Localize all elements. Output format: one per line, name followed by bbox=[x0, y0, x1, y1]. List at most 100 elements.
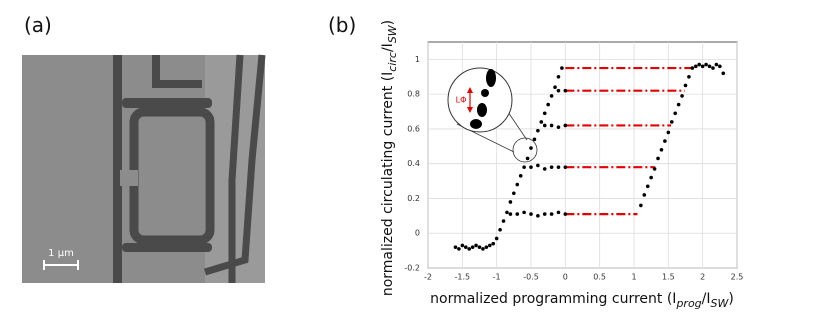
x-tick-label: 2 bbox=[700, 273, 705, 282]
data-point bbox=[477, 245, 482, 249]
data-point bbox=[457, 247, 461, 251]
data-point bbox=[718, 64, 722, 69]
data-point bbox=[556, 88, 561, 93]
data-point bbox=[700, 64, 705, 69]
data-point bbox=[639, 203, 643, 208]
data-point bbox=[560, 66, 564, 70]
data-point bbox=[546, 102, 550, 107]
scale-bar-label: 1 μm bbox=[48, 248, 74, 259]
x-tick-label: 1 bbox=[631, 273, 636, 282]
data-point bbox=[536, 163, 540, 168]
data-point bbox=[508, 200, 513, 204]
data-point bbox=[474, 243, 478, 248]
data-point bbox=[642, 193, 647, 197]
data-point bbox=[707, 64, 712, 69]
data-point bbox=[711, 66, 715, 70]
x-tick-label: -1.5 bbox=[455, 273, 471, 282]
data-point bbox=[501, 219, 506, 223]
data-point bbox=[536, 214, 540, 218]
data-point bbox=[721, 71, 726, 76]
data-point bbox=[542, 123, 547, 128]
y-tick-label: -0.2 bbox=[404, 264, 420, 273]
data-point bbox=[556, 74, 561, 79]
data-point bbox=[714, 62, 719, 67]
data-point bbox=[515, 212, 520, 216]
data-point bbox=[549, 212, 554, 216]
data-point bbox=[683, 83, 688, 88]
y-tick-label: 0.4 bbox=[407, 159, 420, 168]
y-tick-label: 0.6 bbox=[407, 124, 420, 133]
data-point bbox=[453, 245, 458, 249]
data-point bbox=[553, 85, 557, 89]
panel-label: (a) bbox=[24, 13, 52, 37]
data-point bbox=[508, 212, 513, 216]
x-tick-label: 1.5 bbox=[662, 273, 675, 282]
data-point bbox=[680, 94, 684, 98]
x-tick-label: 2.5 bbox=[731, 273, 744, 282]
data-point bbox=[666, 130, 671, 135]
micrograph bbox=[22, 54, 266, 283]
data-point bbox=[484, 245, 489, 249]
data-point bbox=[536, 128, 540, 133]
data-point bbox=[529, 212, 533, 216]
data-point bbox=[549, 165, 554, 169]
data-point bbox=[563, 88, 568, 93]
data-point bbox=[470, 245, 475, 249]
data-point bbox=[532, 137, 537, 142]
data-point bbox=[669, 120, 674, 124]
inset-label: LΦ bbox=[456, 96, 467, 105]
data-point bbox=[663, 139, 667, 143]
data-point bbox=[518, 174, 523, 178]
data-point bbox=[556, 125, 561, 129]
data-point bbox=[690, 66, 695, 70]
y-tick-label: 0.2 bbox=[407, 194, 420, 203]
data-point bbox=[645, 184, 650, 189]
data-point bbox=[556, 165, 561, 169]
data-point bbox=[676, 102, 681, 107]
x-tick-label: -2 bbox=[424, 273, 432, 282]
data-point bbox=[539, 120, 544, 124]
data-point bbox=[563, 212, 568, 216]
data-point bbox=[694, 64, 698, 69]
data-point bbox=[563, 123, 568, 128]
x-axis-label: normalized programming current (Iprog/IS… bbox=[430, 291, 734, 310]
y-tick-label: 1 bbox=[415, 55, 420, 64]
data-point bbox=[515, 182, 520, 187]
data-point bbox=[494, 236, 499, 241]
y-axis-label: normalized circulating current (Icirc/IS… bbox=[380, 20, 399, 296]
data-point bbox=[522, 165, 526, 169]
y-tick-label: 0.8 bbox=[407, 90, 420, 99]
x-tick-label: -0.5 bbox=[523, 273, 539, 282]
data-point bbox=[542, 111, 547, 116]
data-point bbox=[649, 175, 653, 180]
data-point bbox=[525, 156, 530, 161]
panel-label: (b) bbox=[328, 13, 356, 37]
data-point bbox=[549, 123, 554, 128]
data-point bbox=[563, 165, 568, 169]
data-point bbox=[549, 94, 554, 98]
y-tick-label: 0 bbox=[415, 229, 420, 238]
data-point bbox=[687, 74, 691, 79]
data-point bbox=[556, 210, 561, 215]
data-point bbox=[697, 62, 702, 67]
data-point bbox=[542, 167, 547, 171]
data-point bbox=[704, 62, 708, 67]
x-tick-label: 0.5 bbox=[593, 273, 606, 282]
data-point bbox=[673, 111, 677, 116]
data-point bbox=[529, 165, 533, 169]
data-point bbox=[463, 245, 468, 249]
data-point bbox=[529, 146, 533, 150]
data-point bbox=[491, 241, 496, 246]
data-point bbox=[467, 247, 472, 251]
inset bbox=[447, 67, 538, 163]
data-point bbox=[659, 147, 664, 152]
data-point bbox=[542, 212, 547, 216]
x-tick-label: 0 bbox=[563, 273, 568, 282]
data-point bbox=[512, 191, 516, 196]
data-point bbox=[505, 210, 509, 215]
data-point bbox=[522, 210, 526, 215]
data-point bbox=[656, 156, 660, 161]
data-point bbox=[488, 243, 492, 248]
data-point bbox=[498, 227, 502, 232]
